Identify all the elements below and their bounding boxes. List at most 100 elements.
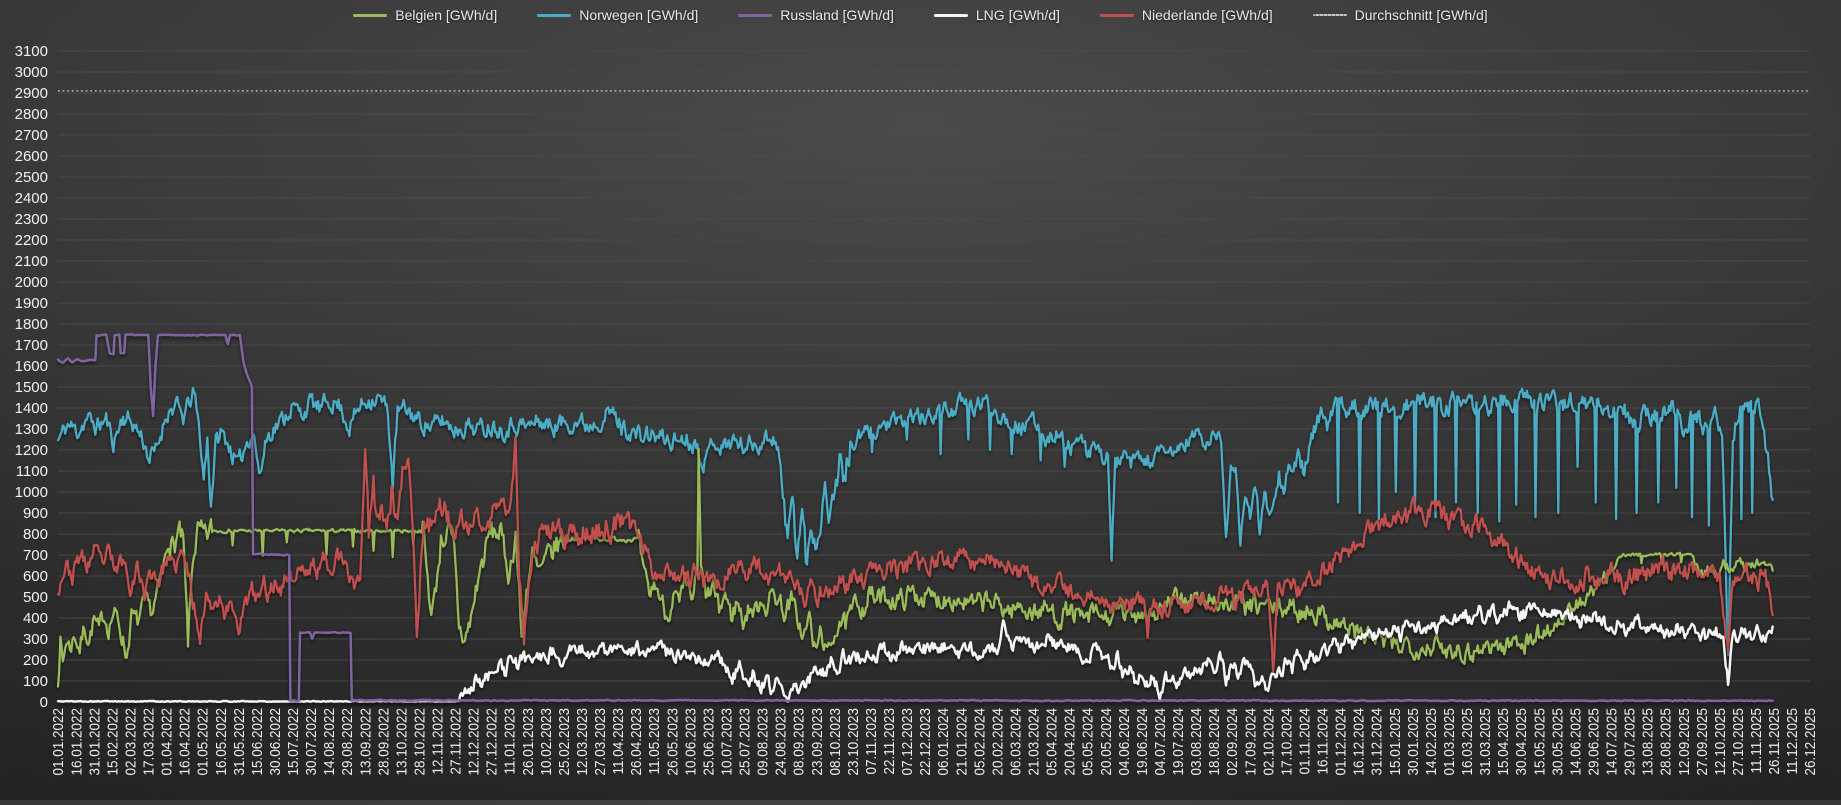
svg-text:1100: 1100 [16, 463, 48, 480]
svg-text:14.06.2025: 14.06.2025 [1567, 708, 1584, 776]
series-line-lng [56, 600, 1774, 703]
svg-text:27.10.2025: 27.10.2025 [1730, 708, 1747, 776]
svg-text:13.09.2022: 13.09.2022 [357, 708, 374, 776]
chart-legend: Belgien [GWh/d] Norwegen [GWh/d] Russland … [0, 7, 1841, 23]
svg-text:07.11.2023: 07.11.2023 [863, 708, 880, 775]
svg-text:1800: 1800 [15, 316, 48, 333]
svg-text:1700: 1700 [15, 337, 48, 354]
legend-label: Russland [GWh/d] [780, 7, 894, 23]
svg-text:1600: 1600 [15, 358, 48, 375]
svg-text:2100: 2100 [15, 253, 48, 270]
svg-text:04.07.2024: 04.07.2024 [1152, 708, 1169, 776]
series-line-belgien [56, 447, 1774, 688]
svg-text:0: 0 [40, 694, 48, 711]
svg-text:26.05.2023: 26.05.2023 [664, 708, 681, 776]
legend-label: Niederlande [GWh/d] [1141, 7, 1273, 23]
svg-text:24.08.2023: 24.08.2023 [772, 708, 789, 776]
svg-text:10.06.2023: 10.06.2023 [682, 708, 699, 776]
svg-text:13.08.2025: 13.08.2025 [1639, 708, 1656, 776]
svg-text:31.12.2024: 31.12.2024 [1368, 708, 1385, 776]
svg-text:300: 300 [23, 631, 48, 648]
svg-text:08.09.2023: 08.09.2023 [790, 708, 807, 776]
svg-text:3000: 3000 [15, 64, 48, 81]
legend-label: Belgien [GWh/d] [395, 7, 498, 23]
svg-text:05.05.2024: 05.05.2024 [1079, 708, 1096, 776]
svg-text:17.10.2024: 17.10.2024 [1278, 708, 1295, 776]
legend-item-belgien: Belgien [GWh/d] [353, 7, 497, 23]
svg-text:15.05.2025: 15.05.2025 [1531, 708, 1548, 776]
svg-text:22.11.2023: 22.11.2023 [881, 708, 898, 775]
legend-item-russland: Russland [GWh/d] [738, 7, 894, 23]
svg-text:800: 800 [23, 526, 48, 543]
svg-text:1200: 1200 [15, 442, 48, 459]
svg-text:16.04.2022: 16.04.2022 [176, 708, 193, 776]
svg-text:14.02.2025: 14.02.2025 [1422, 708, 1439, 776]
legend-label: LNG [GWh/d] [975, 7, 1060, 23]
svg-text:2700: 2700 [15, 127, 48, 144]
svg-text:18.08.2024: 18.08.2024 [1206, 708, 1223, 776]
svg-text:19.07.2024: 19.07.2024 [1170, 708, 1187, 776]
svg-text:400: 400 [23, 610, 48, 627]
svg-text:700: 700 [23, 547, 48, 564]
svg-text:1500: 1500 [15, 379, 48, 396]
svg-text:01.11.2024: 01.11.2024 [1296, 708, 1313, 775]
line-swatch [353, 13, 388, 17]
svg-text:22.12.2023: 22.12.2023 [917, 708, 934, 776]
svg-text:27.11.2022: 27.11.2022 [447, 708, 464, 775]
svg-text:20.04.2024: 20.04.2024 [1061, 708, 1078, 776]
svg-text:100: 100 [23, 673, 48, 690]
svg-text:15.04.2025: 15.04.2025 [1495, 708, 1512, 776]
svg-text:2400: 2400 [15, 190, 48, 207]
svg-text:01.03.2025: 01.03.2025 [1441, 708, 1458, 776]
svg-text:21.01.2024: 21.01.2024 [953, 708, 970, 776]
legend-item-lng: LNG [GWh/d] [933, 7, 1060, 23]
svg-text:1900: 1900 [15, 295, 48, 312]
svg-text:25.06.2023: 25.06.2023 [700, 708, 717, 776]
svg-text:26.01.2023: 26.01.2023 [519, 708, 536, 776]
svg-text:2900: 2900 [15, 85, 48, 102]
svg-text:29.07.2025: 29.07.2025 [1621, 708, 1638, 776]
svg-text:12.12.2022: 12.12.2022 [465, 708, 482, 776]
line-swatch [933, 13, 968, 17]
svg-text:16.05.2022: 16.05.2022 [212, 708, 229, 776]
gridlines [56, 50, 1812, 704]
svg-text:2500: 2500 [15, 169, 48, 186]
series-line-niederlande [56, 435, 1774, 673]
svg-text:14.07.2025: 14.07.2025 [1603, 708, 1620, 776]
svg-text:16.01.2022: 16.01.2022 [68, 708, 85, 776]
legend-item-durchschnitt: Durchschnitt [GWh/d] [1312, 7, 1488, 23]
svg-text:27.03.2023: 27.03.2023 [592, 708, 609, 776]
svg-text:1000: 1000 [15, 484, 48, 501]
svg-text:12.03.2023: 12.03.2023 [574, 708, 591, 776]
svg-text:28.10.2022: 28.10.2022 [411, 708, 428, 776]
line-swatch [738, 13, 773, 17]
svg-text:600: 600 [23, 568, 48, 585]
svg-text:06.01.2024: 06.01.2024 [935, 708, 952, 776]
legend-label: Norwegen [GWh/d] [579, 7, 699, 23]
svg-text:3100: 3100 [15, 43, 48, 60]
svg-text:20.02.2024: 20.02.2024 [989, 708, 1006, 776]
svg-text:31.03.2025: 31.03.2025 [1477, 708, 1494, 776]
svg-text:29.06.2025: 29.06.2025 [1585, 708, 1602, 776]
svg-text:15.07.2022: 15.07.2022 [285, 708, 302, 776]
svg-text:12.10.2025: 12.10.2025 [1711, 708, 1728, 776]
svg-text:30.04.2025: 30.04.2025 [1513, 708, 1530, 776]
svg-text:02.10.2024: 02.10.2024 [1260, 708, 1277, 776]
svg-text:200: 200 [23, 652, 48, 669]
svg-text:1300: 1300 [15, 421, 48, 438]
svg-text:2000: 2000 [15, 274, 48, 291]
svg-text:11.11.2025: 11.11.2025 [1748, 708, 1765, 774]
svg-text:1400: 1400 [15, 400, 48, 417]
svg-text:03.08.2024: 03.08.2024 [1188, 708, 1205, 776]
svg-text:26.12.2025: 26.12.2025 [1802, 708, 1819, 776]
svg-text:11.12.2025: 11.12.2025 [1784, 708, 1801, 775]
svg-text:2600: 2600 [15, 148, 48, 165]
legend-item-niederlande: Niederlande [GWh/d] [1099, 7, 1273, 23]
svg-text:25.02.2023: 25.02.2023 [555, 708, 572, 776]
svg-text:30.01.2025: 30.01.2025 [1404, 708, 1421, 776]
svg-text:02.09.2024: 02.09.2024 [1224, 708, 1241, 776]
svg-text:2800: 2800 [15, 106, 48, 123]
svg-text:16.11.2024: 16.11.2024 [1314, 708, 1331, 775]
svg-text:26.04.2023: 26.04.2023 [628, 708, 645, 776]
